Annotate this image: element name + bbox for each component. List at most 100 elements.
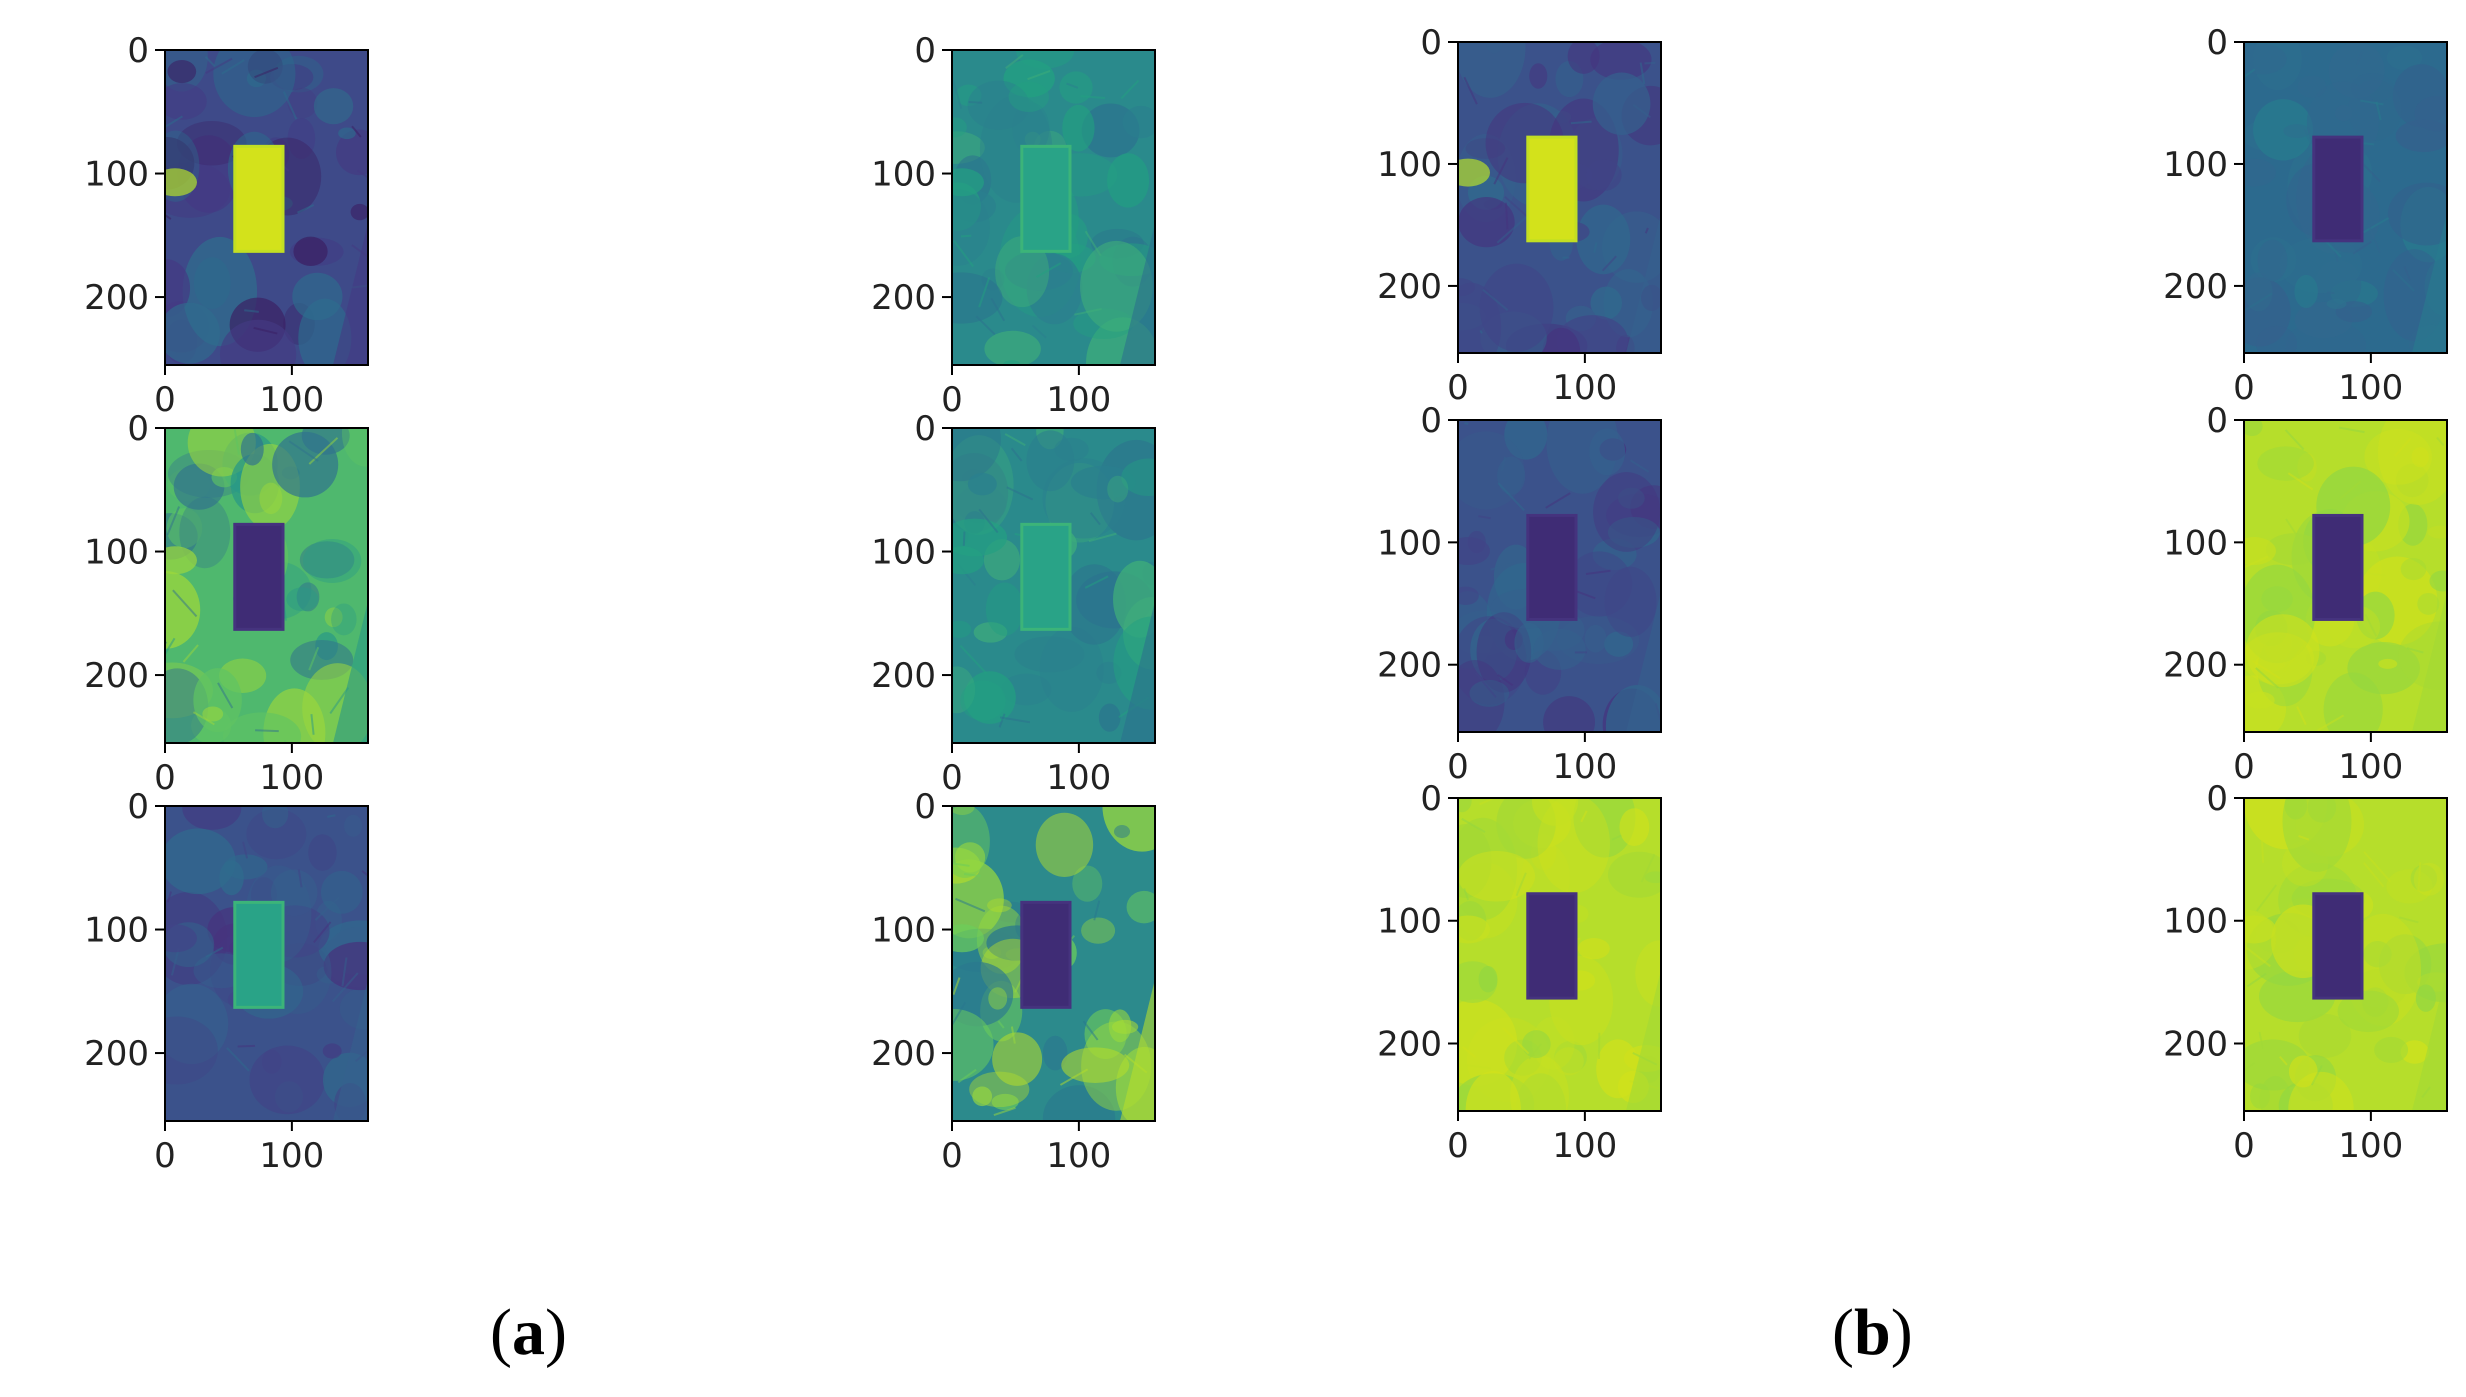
y-tick-label: 200 xyxy=(1377,646,1442,686)
y-tick-label: 100 xyxy=(84,533,149,573)
y-tick-label: 200 xyxy=(2163,1024,2228,1064)
y-tick-label: 200 xyxy=(871,656,936,696)
x-tick-label: 0 xyxy=(941,1136,963,1176)
subplot-grid: 0 100 200 0 100 0 100 200 0 100 0 100 200 0 100 0 100 200… xyxy=(84,23,2448,1176)
x-tick-label: 0 xyxy=(1447,368,1469,408)
axes-frame xyxy=(164,49,369,366)
target-rectangle xyxy=(1526,513,1578,621)
y-tick-label: 0 xyxy=(2206,779,2228,819)
y-tick-label: 200 xyxy=(871,278,936,318)
x-tick-label: 0 xyxy=(1447,1126,1469,1166)
target-rectangle xyxy=(1526,135,1578,243)
target-rectangle xyxy=(233,900,285,1009)
target-rectangle xyxy=(1526,892,1578,1000)
axes-frame xyxy=(1457,419,1662,733)
y-tick-label: 0 xyxy=(1420,401,1442,441)
y-tick-label: 200 xyxy=(2163,646,2228,686)
heatmap-image xyxy=(1458,798,1661,1111)
subplot-a-r2-c1: 0 100 200 0 100 xyxy=(84,409,369,798)
y-tick-label: 100 xyxy=(1377,145,1442,185)
target-rectangle xyxy=(233,144,285,253)
y-tick-label: 100 xyxy=(1377,523,1442,563)
x-tick-label: 0 xyxy=(941,758,963,798)
heatmap-image xyxy=(952,50,1155,365)
x-tick-label: 100 xyxy=(259,380,324,420)
target-rectangle xyxy=(1020,900,1072,1009)
subplot-a-r3-c1: 0 100 200 0 100 xyxy=(84,787,369,1176)
heatmap-image xyxy=(165,806,368,1121)
heatmap-image xyxy=(1458,420,1661,732)
y-tick-label: 200 xyxy=(871,1034,936,1074)
subplot-b-r2-c2: 0 100 200 0 100 xyxy=(2163,401,2448,787)
y-tick-label: 0 xyxy=(914,787,936,827)
axes-frame xyxy=(2243,41,2448,354)
axes-frame xyxy=(951,805,1156,1122)
subplot-a-r1-c2: 0 100 200 0 100 xyxy=(871,31,1156,420)
axes-frame xyxy=(164,427,369,744)
panel-caption-a: (a) xyxy=(490,1296,567,1369)
axes-frame xyxy=(1457,797,1662,1112)
x-tick-label: 100 xyxy=(1552,368,1617,408)
x-tick-label: 100 xyxy=(259,1136,324,1176)
y-tick-label: 100 xyxy=(1377,902,1442,942)
y-tick-label: 100 xyxy=(871,533,936,573)
y-tick-label: 200 xyxy=(84,278,149,318)
y-tick-label: 200 xyxy=(1377,267,1442,307)
heatmap-image xyxy=(2244,42,2447,353)
subplot-b-r2-c1: 0 100 200 0 100 xyxy=(1377,401,1662,787)
subplot-b-r3-c2: 0 100 200 0 100 xyxy=(2163,779,2448,1166)
subplot-b-r3-c1: 0 100 200 0 100 xyxy=(1377,779,1662,1166)
subplot-a-r1-c1: 0 100 200 0 100 xyxy=(84,31,369,420)
subplot-b-r1-c1: 0 100 200 0 100 xyxy=(1377,23,1662,408)
target-rectangle xyxy=(1020,522,1072,631)
y-tick-label: 100 xyxy=(2163,902,2228,942)
subplot-a-r3-c2: 0 100 200 0 100 xyxy=(871,787,1156,1176)
x-tick-label: 100 xyxy=(259,758,324,798)
axes-frame xyxy=(164,805,369,1122)
axes-frame xyxy=(951,427,1156,744)
x-tick-label: 100 xyxy=(1552,1126,1617,1166)
target-rectangle xyxy=(2312,892,2364,1000)
y-tick-label: 0 xyxy=(127,31,149,71)
target-rectangle xyxy=(233,522,285,631)
heatmap-image xyxy=(165,50,368,365)
x-tick-label: 100 xyxy=(1552,747,1617,787)
y-tick-label: 100 xyxy=(84,155,149,195)
x-tick-label: 0 xyxy=(154,380,176,420)
y-tick-label: 100 xyxy=(2163,145,2228,185)
x-tick-label: 0 xyxy=(2233,747,2255,787)
x-tick-label: 0 xyxy=(2233,1126,2255,1166)
target-rectangle xyxy=(1020,144,1072,253)
y-tick-label: 100 xyxy=(2163,523,2228,563)
y-tick-label: 100 xyxy=(84,911,149,951)
heatmap-image xyxy=(2244,798,2447,1111)
subplot-a-r2-c2: 0 100 200 0 100 xyxy=(871,409,1156,798)
y-tick-label: 0 xyxy=(914,409,936,449)
y-tick-label: 0 xyxy=(2206,23,2228,63)
y-tick-label: 100 xyxy=(871,911,936,951)
heatmap-image xyxy=(165,428,368,743)
x-tick-label: 0 xyxy=(154,1136,176,1176)
x-tick-label: 0 xyxy=(2233,368,2255,408)
y-tick-label: 0 xyxy=(127,787,149,827)
x-tick-label: 100 xyxy=(1046,380,1111,420)
axes-frame xyxy=(1457,41,1662,354)
axes-frame xyxy=(2243,797,2448,1112)
y-tick-label: 0 xyxy=(1420,779,1442,819)
x-tick-label: 0 xyxy=(154,758,176,798)
axes-frame xyxy=(2243,419,2448,733)
panel-caption-b: (b) xyxy=(1832,1296,1913,1369)
heatmap-image xyxy=(1458,42,1661,353)
target-rectangle xyxy=(2312,135,2364,243)
y-tick-label: 200 xyxy=(2163,267,2228,307)
axes-frame xyxy=(951,49,1156,366)
y-tick-label: 0 xyxy=(914,31,936,71)
subplot-b-r1-c2: 0 100 200 0 100 xyxy=(2163,23,2448,408)
y-tick-label: 200 xyxy=(84,1034,149,1074)
y-tick-label: 0 xyxy=(2206,401,2228,441)
y-tick-label: 200 xyxy=(1377,1024,1442,1064)
y-tick-label: 100 xyxy=(871,155,936,195)
heatmap-image xyxy=(2244,420,2447,732)
target-rectangle xyxy=(2312,513,2364,621)
